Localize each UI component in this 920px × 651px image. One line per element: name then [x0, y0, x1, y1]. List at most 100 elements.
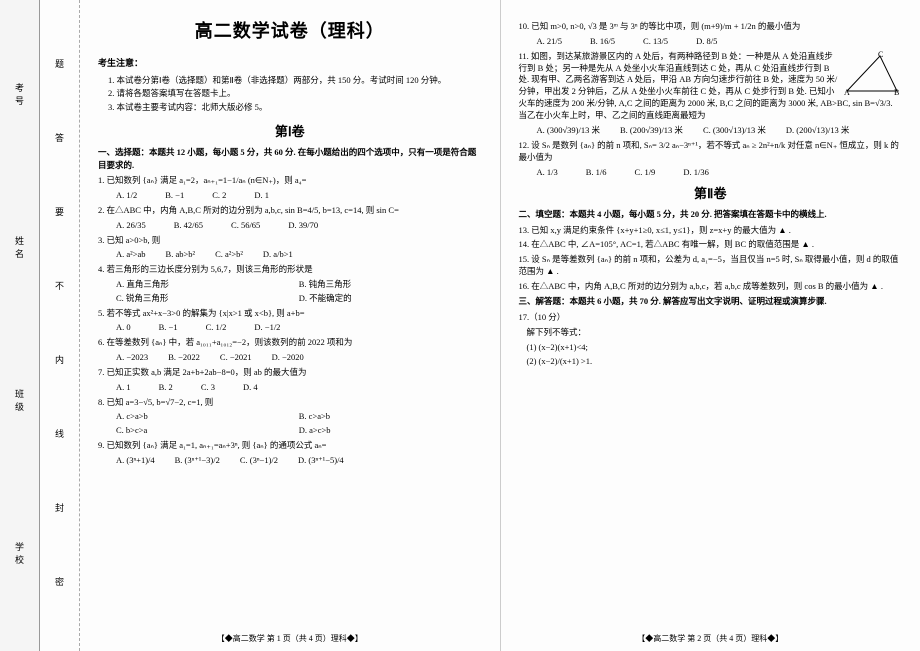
option: B. 2	[159, 381, 173, 394]
option: C. 13/5	[643, 35, 668, 48]
option: B. c>a>b	[299, 410, 482, 423]
seal-char: 封	[53, 503, 66, 518]
q6-options: A. −2023 B. −2022 C. −2021 D. −2020	[116, 351, 482, 364]
binding-label: 姓名	[13, 236, 26, 262]
q2-options: A. 26/35 B. 42/65 C. 56/65 D. 39/70	[116, 219, 482, 232]
option: C. 56/65	[231, 219, 260, 232]
option: C. 锐角三角形	[116, 292, 299, 305]
option: C. 1/2	[206, 321, 227, 334]
exam-title: 高二数学试卷（理科）	[98, 18, 482, 45]
option: A. 1/3	[537, 166, 558, 179]
option: A. 1/2	[116, 189, 137, 202]
question-7: 7. 已知正实数 a,b 满足 2a+b+2ab−8=0，则 ab 的最大值为	[98, 367, 482, 379]
option: A. 1	[116, 381, 131, 394]
question-16: 16. 在△ABC 中，内角 A,B,C 所对的边分别为 a,b,c，若 a,b…	[519, 281, 903, 293]
binding-label: 考号	[13, 83, 26, 109]
option: A. (300√39)/13 米	[537, 124, 600, 137]
notice-item: 3. 本试卷主要考试内容：北师大版必修 5。	[108, 101, 482, 115]
binding-label: 学校	[13, 542, 26, 568]
seal-line-column: 题 答 要 不 内 线 封 密	[40, 0, 80, 651]
option: D. 4	[243, 381, 258, 394]
part-3-desc: 三、解答题：本题共 6 小题，共 70 分. 解答应写出文字说明、证明过程或演算…	[519, 295, 903, 308]
option: C. 1/9	[635, 166, 656, 179]
option: D. −1/2	[254, 321, 280, 334]
q3-options: A. a²>ab B. ab>b² C. a²>b² D. a/b>1	[116, 248, 482, 261]
q17-sub-2: (2) (x−2)/(x+1) >1.	[519, 356, 903, 368]
option: B. 钝角三角形	[299, 278, 482, 291]
option: D. (200√13)/13 米	[786, 124, 849, 137]
option: B. 16/5	[590, 35, 615, 48]
option: B. (3ⁿ⁺¹−3)/2	[175, 454, 220, 467]
option: A. 26/35	[116, 219, 146, 232]
question-11: A B C 11. 如图，到达某旅游景区内的 A 处后，有两种路径到 B 处：一…	[519, 51, 903, 122]
q9-options: A. (3ⁿ+1)/4 B. (3ⁿ⁺¹−3)/2 C. (3ⁿ−1)/2 D.…	[116, 454, 482, 467]
option: D. −2020	[272, 351, 304, 364]
option: A. (3ⁿ+1)/4	[116, 454, 155, 467]
q4-options: A. 直角三角形 B. 钝角三角形 C. 锐角三角形 D. 不能确定的	[116, 278, 482, 305]
option: C. 3	[201, 381, 215, 394]
question-3: 3. 已知 a>0>b, 则	[98, 235, 482, 247]
question-8: 8. 已知 a=3−√5, b=√7−2, c=1, 则	[98, 397, 482, 409]
option: C. 2	[212, 189, 226, 202]
q1-options: A. 1/2 B. −1 C. 2 D. 1	[116, 189, 482, 202]
part-2-desc: 二、填空题：本题共 4 小题，每小题 5 分，共 20 分. 把答案填在答题卡中…	[519, 208, 903, 221]
option: A. −2023	[116, 351, 148, 364]
option: D. a>c>b	[299, 424, 482, 437]
page-1: 高二数学试卷（理科） 考生注意： 1. 本试卷分第Ⅰ卷（选择题）和第Ⅱ卷（非选择…	[80, 0, 501, 651]
page-2: 10. 已知 m>0, n>0, √3 是 3ᵐ 与 3ⁿ 的等比中项，则 (m…	[501, 0, 920, 651]
question-13: 13. 已知 x,y 满足约束条件 {x+y+1≥0, x≤1, y≤1}，则 …	[519, 225, 903, 237]
option: D. 8/5	[696, 35, 717, 48]
option: D. 39/70	[288, 219, 318, 232]
seal-char: 密	[53, 577, 66, 592]
option: A. 直角三角形	[116, 278, 299, 291]
question-14: 14. 在△ABC 中, ∠A=105°, AC=1, 若△ABC 有唯一解，则…	[519, 239, 903, 251]
option: A. 0	[116, 321, 131, 334]
notice-list: 1. 本试卷分第Ⅰ卷（选择题）和第Ⅱ卷（非选择题）两部分，共 150 分。考试时…	[108, 74, 482, 115]
triangle-figure: A B C	[842, 51, 902, 96]
vertex-c: C	[878, 51, 883, 59]
seal-char: 要	[53, 207, 66, 222]
question-5: 5. 若不等式 ax²+x−3>0 的解集为 {x|x>1 或 x<b}, 则 …	[98, 308, 482, 320]
seal-char: 内	[53, 355, 66, 370]
seal-char: 题	[53, 59, 66, 74]
option: B. 1/6	[586, 166, 607, 179]
binding-strip: 考号 姓名 班级 学校	[0, 0, 40, 651]
q11-options: A. (300√39)/13 米 B. (200√39)/13 米 C. (30…	[537, 124, 903, 137]
option: B. ab>b²	[166, 248, 196, 261]
question-17: 17.（10 分）	[519, 312, 903, 324]
question-6: 6. 在等差数列 {aₙ} 中，若 a₁₀₁₁+a₁₀₁₂=−2，则该数列的前 …	[98, 337, 482, 349]
q10-options: A. 21/5 B. 16/5 C. 13/5 D. 8/5	[537, 35, 903, 48]
option: D. 不能确定的	[299, 292, 482, 305]
q12-options: A. 1/3 B. 1/6 C. 1/9 D. 1/36	[537, 166, 903, 179]
option: D. 1	[254, 189, 269, 202]
option: A. c>a>b	[116, 410, 299, 423]
question-1: 1. 已知数列 {aₙ} 满足 a₁=2，aₙ₊₁=1−1/aₙ (n∈N₊)，…	[98, 175, 482, 187]
section-1-title: 第Ⅰ卷	[98, 122, 482, 142]
notice-item: 2. 请将各题答案填写在答题卡上。	[108, 87, 482, 101]
option: B. −2022	[168, 351, 200, 364]
option: C. b>c>a	[116, 424, 299, 437]
q17-sub: 解下列不等式：	[519, 327, 903, 339]
question-10: 10. 已知 m>0, n>0, √3 是 3ᵐ 与 3ⁿ 的等比中项，则 (m…	[519, 21, 903, 33]
option: D. a/b>1	[263, 248, 293, 261]
option: C. a²>b²	[215, 248, 243, 261]
q11-text: 11. 如图，到达某旅游景区内的 A 处后，有两种路径到 B 处：一种是从 A …	[519, 51, 893, 120]
option: A. 21/5	[537, 35, 563, 48]
vertex-a: A	[844, 88, 850, 96]
binding-label: 班级	[13, 389, 26, 415]
option: C. (300√13)/13 米	[703, 124, 766, 137]
question-9: 9. 已知数列 {aₙ} 满足 a₁=1, aₙ₊₁=aₙ+3ⁿ, 则 {aₙ}…	[98, 440, 482, 452]
seal-char: 不	[53, 281, 66, 296]
option: C. −2021	[220, 351, 252, 364]
seal-char: 线	[53, 429, 66, 444]
q8-options: A. c>a>b B. c>a>b C. b>c>a D. a>c>b	[116, 410, 482, 437]
notice-title: 考生注意：	[98, 57, 482, 71]
option: B. −1	[159, 321, 178, 334]
option: D. 1/36	[683, 166, 709, 179]
pages-container: 高二数学试卷（理科） 考生注意： 1. 本试卷分第Ⅰ卷（选择题）和第Ⅱ卷（非选择…	[80, 0, 920, 651]
seal-char: 答	[53, 133, 66, 148]
page-1-footer: 【◆高二数学 第 1 页（共 4 页）理科◆】	[80, 633, 500, 645]
option: C. (3ⁿ−1)/2	[240, 454, 278, 467]
q7-options: A. 1 B. 2 C. 3 D. 4	[116, 381, 482, 394]
option: D. (3ⁿ⁺¹−5)/4	[298, 454, 344, 467]
